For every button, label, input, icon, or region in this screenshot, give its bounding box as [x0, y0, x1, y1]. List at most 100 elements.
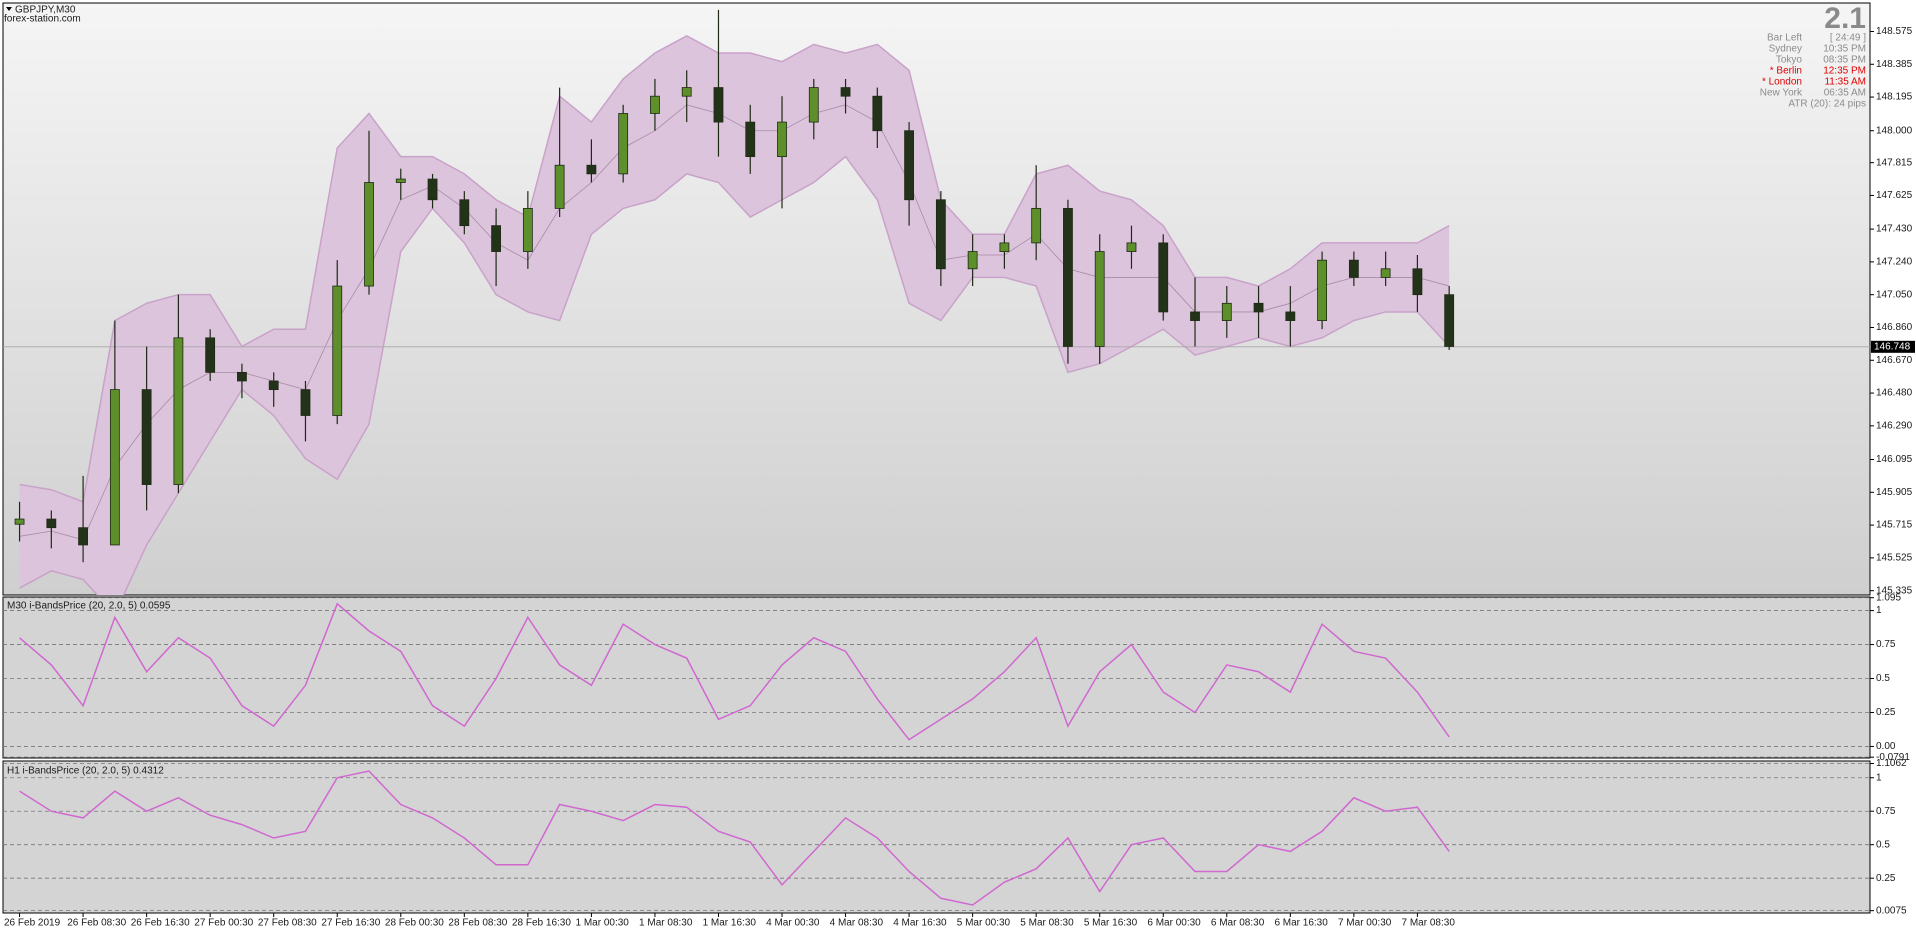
x-tick-label: 26 Feb 08:30 [67, 918, 126, 929]
y-tick-label: 147.815 [1876, 157, 1913, 168]
y-tick-label: 148.385 [1876, 59, 1913, 70]
y-tick-label: 145.905 [1876, 487, 1913, 498]
candle-body [872, 95, 883, 132]
candle-body [14, 518, 25, 525]
y-tick-label: 0.75 [1876, 806, 1896, 817]
candle-body [1317, 259, 1327, 321]
candle-body [904, 130, 914, 201]
last-price-label: 146.748 [1874, 341, 1911, 352]
x-tick-label: 5 Mar 00:30 [957, 918, 1011, 929]
info-label: New York [1760, 88, 1803, 99]
info-value: 06:35 AM [1824, 88, 1866, 99]
candle-body [1094, 251, 1105, 347]
x-tick-label: 26 Feb 16:30 [131, 918, 190, 929]
x-tick-label: 1 Mar 08:30 [639, 918, 693, 929]
indicator-title: H1 i-BandsPrice (20, 2.0, 5) 0.4312 [7, 766, 164, 777]
y-tick-label: 1 [1876, 605, 1882, 616]
y-tick-label: 147.050 [1876, 289, 1913, 300]
x-tick-label: 1 Mar 00:30 [576, 918, 630, 929]
x-tick-label: 27 Feb 08:30 [258, 918, 317, 929]
candle-body [1253, 302, 1264, 313]
y-tick-label: -0.0791 [1876, 752, 1910, 763]
band-middle [19, 104, 1450, 541]
candle-body [237, 371, 247, 382]
candle-body [1348, 259, 1359, 278]
y-tick-label: 145.335 [1876, 585, 1913, 596]
indicator-plot [3, 597, 1870, 758]
x-tick-label: 5 Mar 16:30 [1084, 918, 1138, 929]
candle-body [618, 113, 629, 175]
candle-body [205, 337, 216, 373]
candle-body [300, 389, 311, 416]
x-tick-label: 28 Feb 00:30 [385, 918, 444, 929]
y-tick-label: 146.860 [1876, 322, 1913, 333]
x-tick-label: 6 Mar 00:30 [1147, 918, 1201, 929]
candle-body [1031, 207, 1042, 244]
band-area [19, 35, 1450, 595]
y-tick-label: 145.715 [1876, 520, 1913, 531]
x-tick-label: 6 Mar 16:30 [1274, 918, 1328, 929]
band-lower [19, 155, 1450, 595]
candle-body [840, 87, 851, 97]
y-tick-label: 1.095 [1876, 592, 1901, 603]
symbol-label[interactable]: GBPJPY,M30 [15, 5, 76, 16]
y-tick-label: 148.000 [1876, 125, 1913, 136]
info-value: 08:35 PM [1823, 55, 1866, 66]
info-label: Tokyo [1776, 55, 1803, 66]
x-tick-label: 1 Mar 16:30 [703, 918, 757, 929]
info-value: 10:35 PM [1823, 44, 1866, 55]
y-tick-label: 1 [1876, 772, 1882, 783]
candle-body [1063, 207, 1073, 347]
candle-body [173, 337, 184, 485]
x-tick-label: 28 Feb 16:30 [512, 918, 571, 929]
y-tick-label: 0.75 [1876, 639, 1896, 650]
info-label: Sydney [1769, 44, 1802, 55]
y-tick-label: 146.095 [1876, 454, 1913, 465]
candle-body [967, 251, 978, 270]
candle-body [681, 87, 692, 97]
x-tick-label: 7 Mar 08:30 [1402, 918, 1456, 929]
info-label: * London [1762, 77, 1802, 88]
candle-body [554, 164, 565, 209]
indicator-line [19, 602, 1450, 741]
indicator-title: M30 i-BandsPrice (20, 2.0, 5) 0.0595 [7, 601, 171, 612]
candle-body [650, 95, 660, 114]
overlay: Bar Left [ 24:49 ] Sydney 10:35 PM Tokyo 08:3… [4, 26, 1915, 929]
candle-body [78, 527, 88, 546]
indicator-line [19, 770, 1450, 906]
source-label: forex-station.com [4, 14, 81, 25]
candle-body [808, 87, 819, 123]
candle-body [427, 178, 438, 201]
candle-body [491, 225, 501, 252]
candle-body [268, 380, 279, 391]
x-tick-label: 5 Mar 08:30 [1020, 918, 1074, 929]
y-tick-label: 148.575 [1876, 26, 1913, 37]
x-tick-label: 4 Mar 16:30 [893, 918, 947, 929]
y-tick-label: 0.25 [1876, 873, 1896, 884]
y-tick-label: 0.25 [1876, 707, 1896, 718]
x-tick-label: 28 Feb 08:30 [448, 918, 507, 929]
info-label: * Berlin [1770, 66, 1802, 77]
candle-body [1412, 268, 1423, 296]
y-tick-label: 146.290 [1876, 420, 1913, 431]
x-tick-label: 6 Mar 08:30 [1211, 918, 1265, 929]
candle-body [745, 121, 756, 158]
indicator-panel [2, 596, 1871, 759]
candle-body [364, 182, 374, 287]
candle-body [1444, 294, 1455, 347]
x-tick-label: 7 Mar 00:30 [1338, 918, 1392, 929]
candle-body [1190, 311, 1200, 321]
indicator-plot [3, 763, 1870, 912]
candle-body [935, 199, 946, 270]
candle-body [999, 242, 1010, 252]
symbol-menu-icon[interactable] [6, 7, 12, 11]
x-tick-label: 4 Mar 00:30 [766, 918, 820, 929]
band-upper [19, 34, 1450, 503]
indicator-panel [2, 760, 1871, 914]
y-tick-label: 1.1062 [1876, 758, 1907, 769]
candle-body [1158, 242, 1169, 313]
info-value: 12:35 PM [1823, 66, 1866, 77]
x-tick-label: 27 Feb 16:30 [321, 918, 380, 929]
price-plot [3, 9, 1870, 595]
